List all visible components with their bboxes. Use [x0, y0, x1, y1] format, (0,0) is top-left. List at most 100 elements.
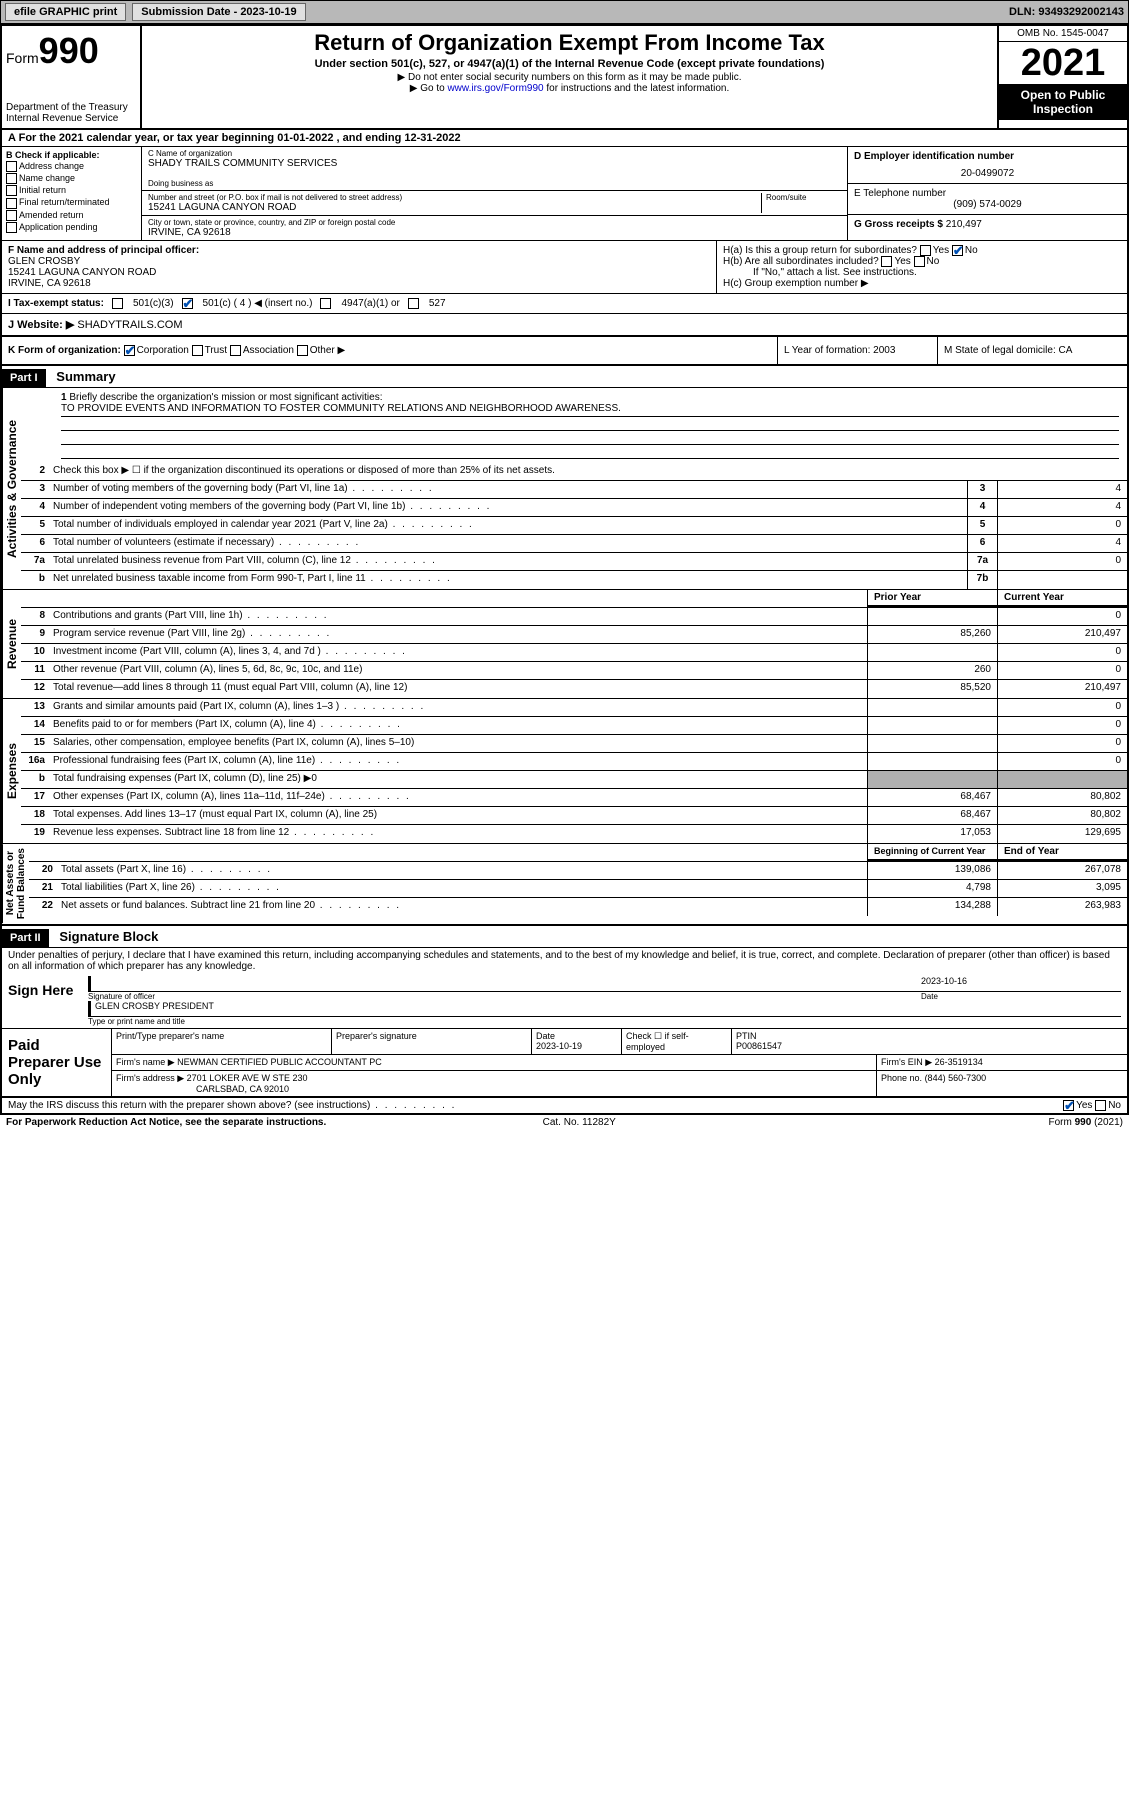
- hb-yes-cb[interactable]: [881, 256, 892, 267]
- prep-row3: Firm's address ▶ 2701 LOKER AVE W STE 23…: [112, 1071, 1127, 1096]
- line3-val: 4: [997, 481, 1127, 498]
- cb-trust[interactable]: [192, 345, 203, 356]
- phone: (909) 574-0029: [854, 199, 1121, 210]
- form-number: 990: [39, 30, 99, 71]
- part1-bar: Part I Summary: [2, 366, 1127, 388]
- discuss-no-cb[interactable]: [1095, 1100, 1106, 1111]
- line17-cy: 80,802: [997, 789, 1127, 806]
- city-label: City or town, state or province, country…: [148, 218, 841, 227]
- city-cell: City or town, state or province, country…: [142, 216, 847, 240]
- line7b-val: [997, 571, 1127, 589]
- part2-header: Part II: [2, 929, 49, 947]
- cb-initial-return[interactable]: Initial return: [6, 185, 137, 196]
- form-title: Return of Organization Exempt From Incom…: [150, 30, 989, 56]
- submission-date-button[interactable]: Submission Date - 2023-10-19: [132, 3, 305, 21]
- rev-header: Prior YearCurrent Year: [21, 590, 1127, 608]
- officer-sig[interactable]: [88, 976, 921, 991]
- line16a-cy: 0: [997, 753, 1127, 770]
- room-label: Room/suite: [766, 193, 841, 202]
- hb-note: If "No," attach a list. See instructions…: [723, 267, 1121, 278]
- line-11: 11Other revenue (Part VIII, column (A), …: [21, 662, 1127, 680]
- omb-number: OMB No. 1545-0047: [999, 26, 1127, 42]
- gross-label: G Gross receipts $: [854, 219, 943, 230]
- form-990-page: Form990 Department of the Treasury Inter…: [0, 24, 1129, 1115]
- box-e: E Telephone number (909) 574-0029: [848, 184, 1127, 215]
- street-cell: Number and street (or P.O. box if mail i…: [142, 191, 847, 216]
- line19-py: 17,053: [867, 825, 997, 843]
- tax-year-row: A For the 2021 calendar year, or tax yea…: [2, 130, 1127, 147]
- rev-body: Prior YearCurrent Year 8Contributions an…: [21, 590, 1127, 698]
- line10-cy: 0: [997, 644, 1127, 661]
- line22-cy: 263,983: [997, 898, 1127, 916]
- cb-address-change[interactable]: Address change: [6, 161, 137, 172]
- sub3-post: for instructions and the latest informat…: [544, 83, 730, 94]
- cb-amended[interactable]: Amended return: [6, 210, 137, 221]
- line7a-num: 7a: [967, 553, 997, 570]
- cb-assoc[interactable]: [230, 345, 241, 356]
- line8-text: Contributions and grants (Part VIII, lin…: [49, 608, 867, 625]
- prep-row1: Print/Type preparer's name Preparer's si…: [112, 1029, 1127, 1055]
- prep-row2: Firm's name ▶ NEWMAN CERTIFIED PUBLIC AC…: [112, 1055, 1127, 1071]
- tax-exempt-label: I Tax-exempt status:: [8, 298, 104, 309]
- line7b-text: Net unrelated business taxable income fr…: [49, 571, 967, 589]
- line16a-py: [867, 753, 997, 770]
- line-8: 8Contributions and grants (Part VIII, li…: [21, 608, 1127, 626]
- firm-name-cell: Firm's name ▶ NEWMAN CERTIFIED PUBLIC AC…: [112, 1055, 877, 1070]
- prep-self-emp[interactable]: Check ☐ if self-employed: [622, 1029, 732, 1054]
- header-right: OMB No. 1545-0047 2021 Open to Public In…: [997, 26, 1127, 128]
- ha-no-cb[interactable]: [952, 245, 963, 256]
- declaration: Under penalties of perjury, I declare th…: [2, 948, 1127, 974]
- discuss-yes-cb[interactable]: [1063, 1100, 1074, 1111]
- officer-name: GLEN CROSBY: [8, 256, 80, 267]
- box-g: G Gross receipts $ 210,497: [848, 215, 1127, 234]
- line-5: 5Total number of individuals employed in…: [21, 517, 1127, 535]
- ptin-val: P00861547: [736, 1041, 782, 1051]
- prep-date: Date2023-10-19: [532, 1029, 622, 1054]
- line21-py: 4,798: [867, 880, 997, 897]
- cb-final-return[interactable]: Final return/terminated: [6, 197, 137, 208]
- line12-py: 85,520: [867, 680, 997, 698]
- hb-label: H(b) Are all subordinates included?: [723, 256, 879, 267]
- cb-app-pending[interactable]: Application pending: [6, 222, 137, 233]
- box-k: K Form of organization: Corporation Trus…: [2, 337, 777, 364]
- officer-name-line: GLEN CROSBY PRESIDENT: [88, 1001, 1121, 1017]
- phone-label: E Telephone number: [854, 188, 1121, 199]
- top-bar: efile GRAPHIC print Submission Date - 20…: [0, 0, 1129, 24]
- irs-link[interactable]: www.irs.gov/Form990: [447, 83, 543, 94]
- vtab-rev: Revenue: [2, 590, 21, 698]
- officer-sig-line: 2023-10-16: [88, 976, 1121, 992]
- part2-title: Signature Block: [51, 926, 166, 947]
- header-sub3: ▶ Go to www.irs.gov/Form990 for instruct…: [150, 83, 989, 94]
- box-h: H(a) Is this a group return for subordin…: [717, 241, 1127, 293]
- line3-num: 3: [967, 481, 997, 498]
- line12-cy: 210,497: [997, 680, 1127, 698]
- header-left: Form990 Department of the Treasury Inter…: [2, 26, 142, 128]
- h-b: H(b) Are all subordinates included? Yes …: [723, 256, 1121, 267]
- ha-yes-cb[interactable]: [920, 245, 931, 256]
- line6-num: 6: [967, 535, 997, 552]
- line-16a: 16aProfessional fundraising fees (Part I…: [21, 753, 1127, 771]
- efile-button[interactable]: efile GRAPHIC print: [5, 3, 126, 21]
- cb-501c[interactable]: [182, 298, 193, 309]
- line-7a: 7aTotal unrelated business revenue from …: [21, 553, 1127, 571]
- cb-4947[interactable]: [320, 298, 331, 309]
- line6-val: 4: [997, 535, 1127, 552]
- hb-no-cb[interactable]: [914, 256, 925, 267]
- date-label: Date: [921, 992, 1121, 1001]
- officer-addr1: 15241 LAGUNA CANYON ROAD: [8, 267, 156, 278]
- line3-text: Number of voting members of the governin…: [49, 481, 967, 498]
- city: IRVINE, CA 92618: [148, 227, 841, 238]
- no-label: No: [965, 245, 978, 256]
- line22-py: 134,288: [867, 898, 997, 916]
- ptin-hdr: PTIN: [736, 1031, 757, 1041]
- line-3: 3Number of voting members of the governi…: [21, 481, 1127, 499]
- cb-name-change[interactable]: Name change: [6, 173, 137, 184]
- header-sub1: Under section 501(c), 527, or 4947(a)(1)…: [150, 58, 989, 70]
- cb-corp[interactable]: [124, 345, 135, 356]
- cb-527[interactable]: [408, 298, 419, 309]
- firm-ein-cell: Firm's EIN ▶ 26-3519134: [877, 1055, 1127, 1070]
- website-label: J Website: ▶: [8, 319, 74, 331]
- cb-other[interactable]: [297, 345, 308, 356]
- line14-text: Benefits paid to or for members (Part IX…: [49, 717, 867, 734]
- cb-501c3[interactable]: [112, 298, 123, 309]
